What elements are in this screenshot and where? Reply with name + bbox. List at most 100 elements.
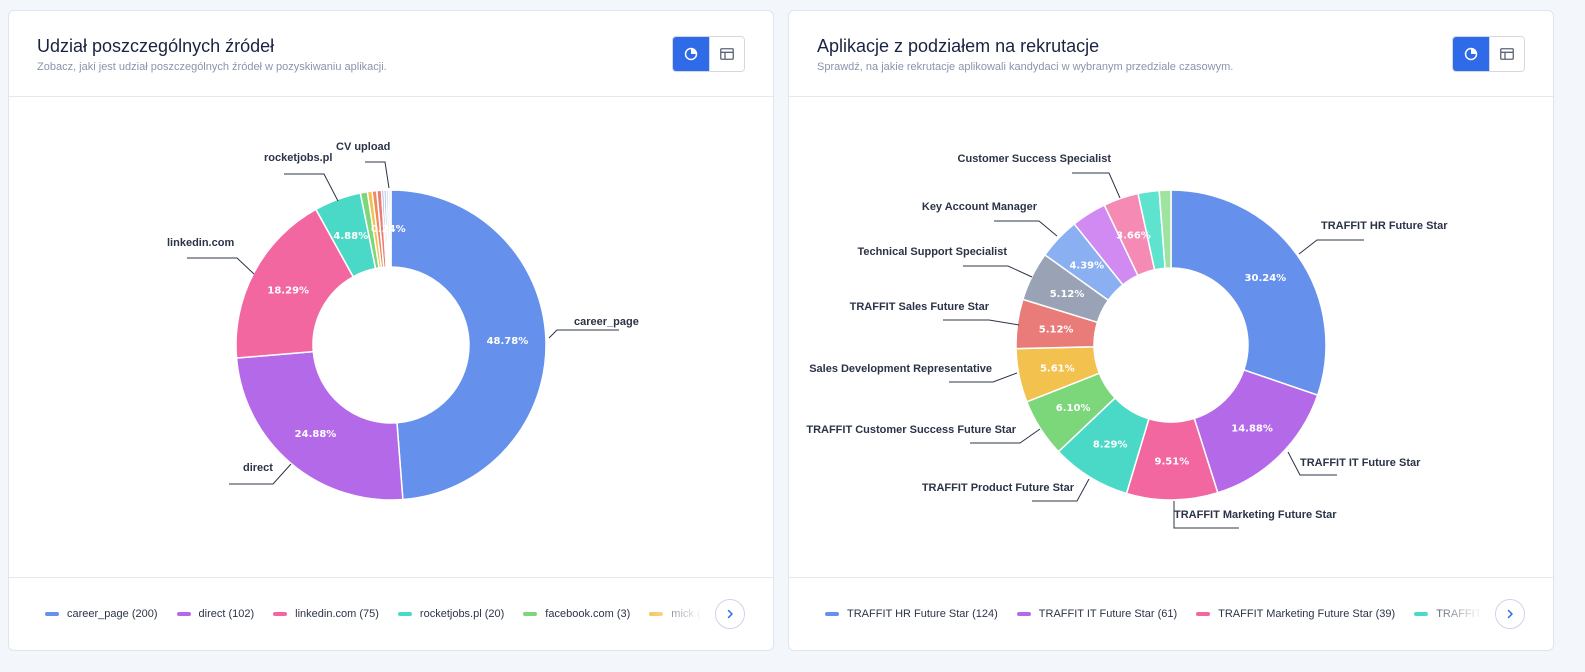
recruitments-panel: Aplikacje z podziałem na rekrutacje Spra… — [788, 10, 1554, 651]
legend-item[interactable]: TRAFFIT HR Future Star (124) — [825, 608, 998, 620]
donut-slice[interactable] — [1170, 189, 1327, 397]
callout-leader-line — [284, 173, 339, 202]
donut-slice[interactable] — [235, 350, 404, 501]
slice-percent-label: 14.88% — [1231, 423, 1273, 434]
legend-swatch — [397, 612, 412, 616]
callout-leader-line — [365, 161, 390, 189]
slice-percent-label: 5.61% — [1040, 363, 1075, 374]
donut-slice[interactable] — [1158, 189, 1172, 270]
slice-percent-label: 30.24% — [1245, 273, 1287, 284]
legend-item[interactable]: direct (102) — [176, 608, 254, 620]
donut-slice[interactable] — [387, 189, 392, 268]
slice-percent-label: 6.10% — [1056, 403, 1091, 414]
donut-slice[interactable] — [235, 208, 355, 359]
callout-label: career_page — [574, 316, 639, 328]
callout-label: rocketjobs.pl — [264, 152, 332, 164]
table-icon — [1499, 48, 1514, 60]
legend-item[interactable]: career_page (200) — [45, 608, 158, 620]
callout-label: TRAFFIT Sales Future Star — [850, 301, 990, 313]
legend-swatch — [825, 612, 839, 616]
callout-leader-line — [994, 220, 1058, 237]
legend-swatch — [1016, 612, 1031, 616]
legend-swatch — [523, 612, 538, 616]
slice-percent-label: 4.88% — [333, 231, 368, 242]
slice-percent-label: 9.51% — [1155, 456, 1190, 467]
callout-label: Sales Development Representative — [809, 363, 992, 375]
legend-label: rocketjobs.pl (20) — [419, 608, 505, 620]
legend-swatch — [1196, 612, 1211, 616]
panel-title: Aplikacje z podziałem na rekrutacje — [817, 36, 1100, 56]
callout-leader-line — [1298, 239, 1364, 255]
donut-slice[interactable] — [390, 189, 547, 501]
panel-title: Udział poszczególnych źródeł — [37, 36, 275, 56]
legend-swatch — [273, 612, 288, 616]
view-toggle — [672, 36, 745, 72]
callout-label: TRAFFIT IT Future Star — [1300, 457, 1421, 469]
pie-chart-icon — [684, 47, 697, 61]
callout-label: Key Account Manager — [922, 201, 1038, 213]
callout-label: CV upload — [336, 141, 390, 153]
sources-chart: 48.78% 24.88% 18.29% 4.88% 0.24% career_page d… — [9, 98, 773, 578]
chevron-right-icon — [727, 609, 733, 619]
panel-subtitle: Zobacz, jaki jest udział poszczególnych … — [37, 61, 387, 73]
legend-item[interactable]: linkedin.com (75) — [273, 608, 379, 620]
slice-percent-label: 8.29% — [1093, 439, 1128, 450]
callout-leader-line — [963, 265, 1033, 278]
legend-label: career_page (200) — [67, 608, 158, 620]
legend-item[interactable]: TRAFFIT Marketing Future Star (39) — [1196, 608, 1395, 620]
legend-label: facebook.com (3) — [545, 608, 631, 620]
legend-label: TRAFFIT IT Future Star (61) — [1038, 608, 1178, 620]
callout-leader-line — [187, 257, 255, 275]
slice-percent-label: 0.24% — [371, 224, 406, 235]
table-view-button[interactable] — [1488, 37, 1524, 71]
chevron-right-icon — [1507, 609, 1513, 619]
panel-subtitle: Sprawdź, na jakie rekrutacje aplikowali … — [817, 61, 1234, 73]
legend-item[interactable]: facebook.com (3) — [523, 608, 630, 620]
legend-fade — [643, 578, 703, 650]
view-toggle — [1452, 36, 1525, 72]
legend-item[interactable]: rocketjobs.pl (20) — [397, 608, 505, 620]
chart-legend: TRAFFIT HR Future Star (124) TRAFFIT IT F… — [825, 578, 1483, 650]
legend-footer: career_page (200) direct (102) linkedin.co… — [9, 577, 773, 650]
legend-next-button[interactable] — [715, 599, 745, 629]
callout-label: direct — [243, 462, 273, 474]
legend-next-button[interactable] — [1495, 599, 1525, 629]
legend-swatch — [45, 612, 59, 616]
legend-footer: TRAFFIT HR Future Star (124) TRAFFIT IT F… — [789, 577, 1553, 650]
slice-percent-label: 5.12% — [1050, 289, 1085, 300]
callout-leader-line — [949, 372, 1018, 383]
recruitments-donut-chart: 30.24% 14.88% 9.51% 8.29% 6.10% 5.61% 5.12% 5.1… — [806, 153, 1448, 529]
callout-label: TRAFFIT Product Future Star — [922, 482, 1075, 494]
legend-label: TRAFFIT Marketing Future Star (39) — [1218, 608, 1396, 620]
pie-chart-icon — [1464, 47, 1477, 61]
callout-label: TRAFFIT HR Future Star — [1321, 220, 1448, 232]
callout-leader-line — [1287, 451, 1337, 476]
callout-label: linkedin.com — [167, 237, 234, 249]
legend-swatch — [176, 612, 191, 616]
chart-view-button[interactable] — [1453, 37, 1489, 71]
legend-swatch — [1414, 612, 1429, 616]
slice-percent-label: 3.66% — [1116, 231, 1151, 242]
callout-leader-line — [943, 319, 1020, 326]
recruitments-chart: 30.24% 14.88% 9.51% 8.29% 6.10% 5.61% 5.12% 5.1… — [789, 98, 1553, 578]
callout-leader-line — [548, 329, 619, 339]
panel-header: Aplikacje z podziałem na rekrutacje Spra… — [789, 11, 1553, 97]
callout-leader-line — [970, 428, 1041, 444]
callout-leader-line — [1032, 478, 1090, 502]
chart-view-button[interactable] — [673, 37, 709, 71]
callout-label: TRAFFIT Marketing Future Star — [1174, 509, 1337, 521]
callout-leader-line — [229, 463, 292, 485]
callout-label: Technical Support Specialist — [857, 246, 1007, 258]
legend-item[interactable]: TRAFFIT IT Future Star (61) — [1016, 608, 1178, 620]
panel-header: Udział poszczególnych źródeł Zobacz, jak… — [9, 11, 773, 97]
legend-label: TRAFFIT HR Future Star (124) — [847, 608, 998, 620]
slice-percent-label: 48.78% — [487, 336, 529, 347]
callout-label: Customer Success Specialist — [958, 153, 1112, 165]
legend-label: linkedin.com (75) — [295, 608, 379, 620]
legend-fade — [1423, 578, 1483, 650]
callout-label: TRAFFIT Customer Success Future Star — [806, 424, 1016, 436]
slice-percent-label: 4.39% — [1069, 261, 1104, 272]
slice-percent-label: 24.88% — [295, 429, 337, 440]
callout-leader-line — [1072, 172, 1121, 199]
table-view-button[interactable] — [708, 37, 744, 71]
